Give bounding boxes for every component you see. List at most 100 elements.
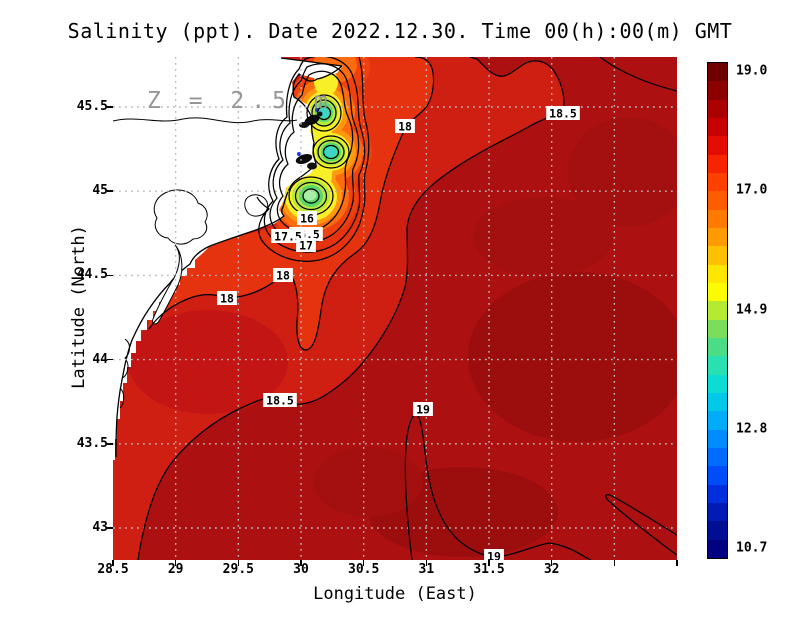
colorbar-segment bbox=[708, 301, 727, 320]
y-tick-label: 45.5 bbox=[76, 99, 108, 114]
coastline bbox=[115, 57, 343, 458]
contour-label: 18 bbox=[273, 268, 293, 283]
contour-core-ring bbox=[294, 181, 328, 211]
colorbar-segment bbox=[708, 539, 727, 558]
y-tick-mark bbox=[107, 443, 113, 445]
depth-annotation: Z = 2.5 m bbox=[147, 88, 335, 114]
x-tick-label: 32 bbox=[543, 562, 560, 577]
colorbar-tick-label: 17.0 bbox=[736, 182, 768, 198]
gridlines bbox=[113, 57, 677, 560]
contour-label: 18.5 bbox=[263, 393, 297, 408]
x-tick-mark bbox=[362, 560, 365, 566]
colorbar-segment bbox=[708, 356, 727, 375]
colorbar-segment bbox=[708, 99, 727, 118]
colorbar-segment bbox=[708, 521, 727, 540]
contour-label: 19 bbox=[413, 402, 433, 417]
y-tick-label: 43 bbox=[92, 520, 108, 535]
colorbar-tick-label: 14.9 bbox=[736, 302, 768, 317]
sea-darker-blob bbox=[468, 272, 677, 442]
x-tick-mark bbox=[425, 560, 428, 566]
colorbar bbox=[707, 62, 728, 559]
x-tick-label: 31 bbox=[418, 562, 435, 577]
y-tick-mark bbox=[107, 106, 113, 108]
x-tick-mark bbox=[613, 560, 616, 566]
svg-text:18: 18 bbox=[398, 120, 412, 134]
colorbar-gradient bbox=[708, 63, 727, 558]
contour-corner-arc bbox=[599, 57, 677, 92]
x-tick-mark bbox=[300, 560, 302, 566]
y-tick-label: 44 bbox=[92, 351, 108, 367]
svg-text:16: 16 bbox=[300, 212, 314, 226]
colorbar-segment bbox=[708, 374, 727, 393]
colorbar-segment bbox=[708, 411, 727, 430]
x-tick-label: 31.5 bbox=[473, 562, 505, 577]
svg-text:18.5: 18.5 bbox=[549, 107, 577, 121]
sea-darker-blob bbox=[473, 197, 613, 277]
contour-label: 17 bbox=[296, 238, 316, 253]
y-tick-label: 44.5 bbox=[76, 267, 108, 283]
x-tick-mark bbox=[112, 560, 114, 566]
colorbar-segment bbox=[708, 466, 727, 485]
contour-17 bbox=[263, 57, 366, 253]
svg-text:17.5: 17.5 bbox=[274, 230, 302, 244]
colorbar-segment bbox=[708, 117, 727, 137]
colorbar-tick-label: 19.0 bbox=[736, 63, 768, 79]
colorbar-segment bbox=[708, 429, 727, 448]
contour-label: 18 bbox=[395, 119, 415, 134]
y-tick-label: 45 bbox=[92, 183, 108, 199]
plume-cyan-core bbox=[323, 146, 337, 158]
colorbar-tick-label: 10.7 bbox=[736, 540, 768, 556]
svg-text:17: 17 bbox=[299, 239, 313, 253]
colorbar-segment bbox=[708, 484, 727, 503]
svg-text:18: 18 bbox=[276, 269, 290, 283]
colorbar-segment bbox=[708, 209, 727, 228]
y-tick-label: 43.5 bbox=[76, 435, 108, 451]
y-tick-mark bbox=[107, 358, 113, 361]
sea-darker-blob bbox=[568, 117, 677, 227]
x-tick-mark bbox=[237, 560, 240, 566]
plume-palegreen-core bbox=[303, 189, 317, 201]
colorbar-segment bbox=[708, 81, 727, 100]
colorbar-segment bbox=[708, 392, 727, 412]
colorbar-segment bbox=[708, 63, 727, 82]
contour-19-hook bbox=[605, 493, 677, 556]
x-tick-label: 30 bbox=[293, 562, 309, 577]
x-tick-mark bbox=[550, 560, 553, 566]
x-tick-mark bbox=[174, 560, 177, 566]
colorbar-segment bbox=[708, 191, 727, 210]
contour-core-ring bbox=[306, 94, 342, 132]
contour-label: 19 bbox=[484, 549, 504, 560]
contour-label: 18 bbox=[217, 291, 237, 306]
colorbar-segment bbox=[708, 447, 727, 467]
svg-text:18: 18 bbox=[220, 292, 234, 306]
colorbar-segment bbox=[708, 319, 727, 338]
colorbar-segment bbox=[708, 154, 727, 173]
colorbar-segment bbox=[708, 264, 727, 283]
colorbar-segment bbox=[708, 337, 727, 357]
inland-water-outlines bbox=[152, 189, 269, 325]
y-tick-mark bbox=[107, 527, 113, 529]
x-axis-title: Longitude (East) bbox=[313, 584, 477, 604]
colorbar-segment bbox=[708, 282, 727, 302]
map-plot-area: 18 18.5 16 16.5 17.5 17 18 18 18.5 19 19 bbox=[113, 57, 677, 560]
contour-core-ring bbox=[316, 105, 332, 121]
y-tick-mark bbox=[107, 274, 113, 277]
contour-19 bbox=[404, 412, 592, 560]
svg-text:18.5: 18.5 bbox=[266, 394, 294, 408]
x-tick-label: 29.5 bbox=[222, 562, 254, 577]
contour-label: 16 bbox=[297, 211, 317, 226]
x-tick-label: 28.5 bbox=[97, 562, 129, 577]
contour-core-ring bbox=[302, 188, 320, 204]
x-tick-label: 30.5 bbox=[348, 562, 380, 577]
svg-text:19: 19 bbox=[487, 550, 501, 561]
plot-title: Salinity (ppt). Date 2022.12.30. Time 00… bbox=[67, 19, 733, 43]
colorbar-segment bbox=[708, 502, 727, 522]
colorbar-segment bbox=[708, 136, 727, 155]
river-branch-lines bbox=[113, 117, 298, 409]
sea-darker-blob bbox=[313, 447, 423, 517]
colorbar-segment bbox=[708, 172, 727, 192]
svg-text:19: 19 bbox=[416, 403, 430, 417]
sea-middark-blob bbox=[128, 310, 288, 414]
